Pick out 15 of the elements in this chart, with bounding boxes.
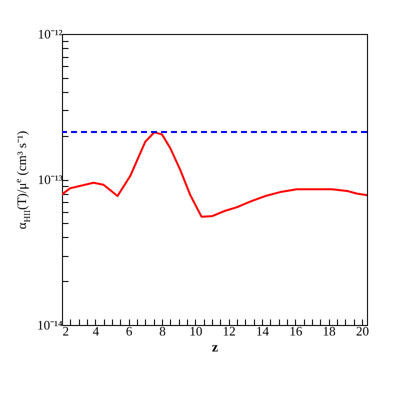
x-tick-label: 6 [126,324,133,338]
y-tick-label: 10⁻¹² [38,26,63,42]
y-tick-label: 10⁻¹³ [38,172,63,187]
x-tick-label: 16 [289,324,303,338]
line-series [62,131,367,218]
y-tick-label: 10⁻¹⁴ [37,318,63,332]
x-tick-label: 10 [189,324,202,338]
x-tick-label: 2 [62,324,69,338]
x-axis-title: z [212,340,218,356]
x-tick-label: 12 [222,324,236,338]
x-tick-label: 20 [356,324,369,338]
x-tick-label: 4 [92,324,100,338]
x-tick-label: 18 [322,324,336,338]
x-tick-label: 8 [159,324,166,338]
x-tick-label: 14 [256,324,270,338]
